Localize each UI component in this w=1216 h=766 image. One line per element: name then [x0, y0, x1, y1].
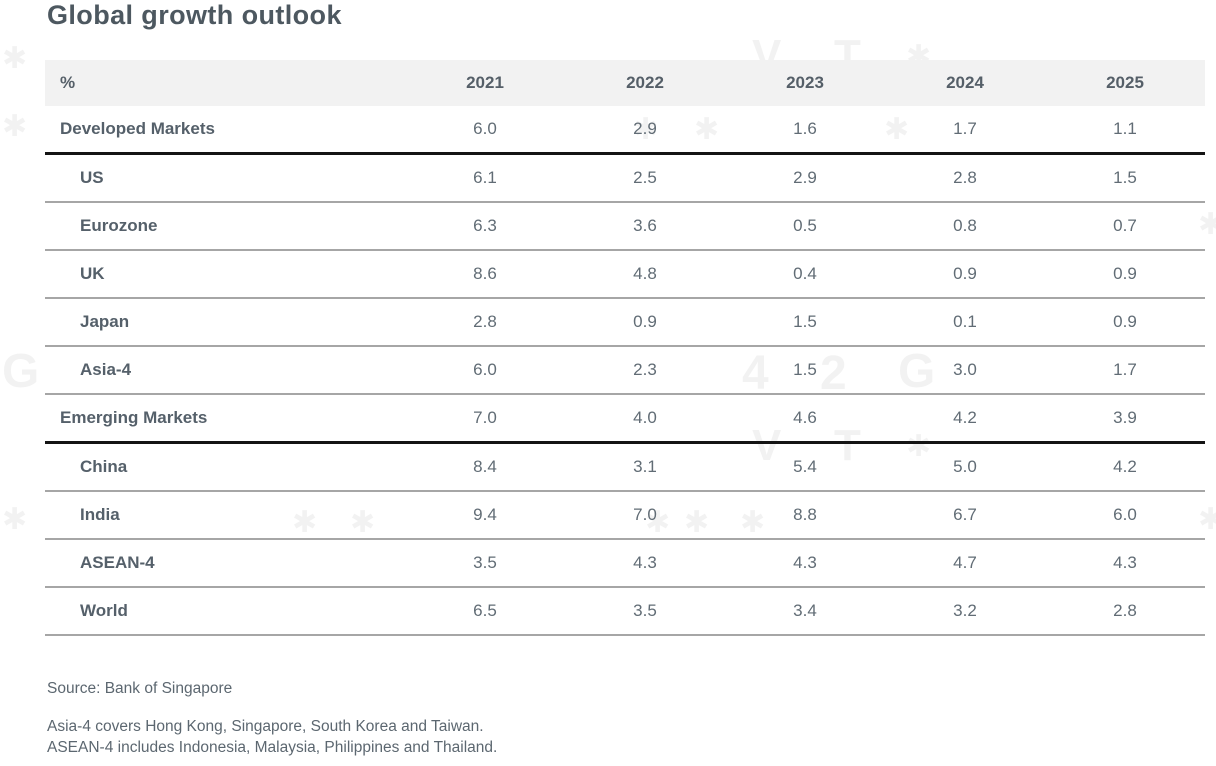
watermark-glyph: ✱: [2, 42, 28, 75]
column-header-2022: 2022: [626, 73, 664, 92]
value-cell-2025: 4.2: [1045, 442, 1205, 492]
value-cell-2024: 3.2: [885, 587, 1045, 636]
value-cell-2025: 0.9: [1045, 250, 1205, 299]
value-cell-2023: 1.5: [725, 346, 885, 395]
row-label: UK: [45, 250, 405, 299]
page-title: Global growth outlook: [47, 0, 342, 30]
value-cell-2021: 9.4: [405, 491, 565, 540]
value-cell-2023: 2.9: [725, 153, 885, 203]
value-cell-2023: 3.4: [725, 587, 885, 636]
value-cell-2024: 0.9: [885, 250, 1045, 299]
value-cell-2025: 0.9: [1045, 298, 1205, 347]
value-cell-2022: 4.0: [565, 394, 725, 444]
column-header-2021: 2021: [466, 73, 504, 92]
table-row-china: China 8.4 3.1 5.4 5.0 4.2: [45, 442, 1205, 492]
value-cell-2022: 3.5: [565, 587, 725, 636]
value-cell-2023: 1.5: [725, 298, 885, 347]
value-cell-2021: 6.3: [405, 202, 565, 251]
table-row-asia-4: Asia-4 6.0 2.3 1.5 3.0 1.7: [45, 346, 1205, 395]
row-label: Emerging Markets: [45, 394, 405, 444]
value-cell-2023: 0.4: [725, 250, 885, 299]
value-cell-2021: 8.6: [405, 250, 565, 299]
row-label: Japan: [45, 298, 405, 347]
value-cell-2021: 6.5: [405, 587, 565, 636]
watermark-glyph: G: [2, 345, 40, 398]
row-label: World: [45, 587, 405, 636]
value-cell-2021: 2.8: [405, 298, 565, 347]
watermark-glyph: ✱: [2, 503, 28, 536]
row-label: India: [45, 491, 405, 540]
row-label: China: [45, 442, 405, 492]
value-cell-2025: 1.1: [1045, 106, 1205, 155]
value-cell-2022: 3.1: [565, 442, 725, 492]
table-row-uk: UK 8.6 4.8 0.4 0.9 0.9: [45, 250, 1205, 299]
value-cell-2025: 3.9: [1045, 394, 1205, 444]
value-cell-2021: 6.1: [405, 153, 565, 203]
watermark-glyph: ✱: [2, 110, 28, 143]
value-cell-2023: 8.8: [725, 491, 885, 540]
value-cell-2023: 4.3: [725, 539, 885, 588]
column-header-2024: 2024: [946, 73, 984, 92]
value-cell-2023: 4.6: [725, 394, 885, 444]
value-cell-2023: 5.4: [725, 442, 885, 492]
value-cell-2025: 1.7: [1045, 346, 1205, 395]
column-header-unit: %: [60, 73, 76, 92]
value-cell-2021: 7.0: [405, 394, 565, 444]
value-cell-2021: 6.0: [405, 346, 565, 395]
table-row-world: World 6.5 3.5 3.4 3.2 2.8: [45, 587, 1205, 636]
table-row-india: India 9.4 7.0 8.8 6.7 6.0: [45, 491, 1205, 540]
value-cell-2022: 4.3: [565, 539, 725, 588]
table-row-asean-4: ASEAN-4 3.5 4.3 4.3 4.7 4.3: [45, 539, 1205, 588]
value-cell-2024: 0.8: [885, 202, 1045, 251]
column-header-2023: 2023: [786, 73, 824, 92]
value-cell-2024: 6.7: [885, 491, 1045, 540]
value-cell-2022: 0.9: [565, 298, 725, 347]
row-label: Developed Markets: [45, 106, 405, 155]
value-cell-2022: 2.5: [565, 153, 725, 203]
footnote-asia4: Asia-4 covers Hong Kong, Singapore, Sout…: [47, 718, 484, 735]
table-row-eurozone: Eurozone 6.3 3.6 0.5 0.8 0.7: [45, 202, 1205, 251]
column-header-2025: 2025: [1106, 73, 1144, 92]
value-cell-2024: 4.2: [885, 394, 1045, 444]
row-label: Eurozone: [45, 202, 405, 251]
table-row-developed-markets: Developed Markets 6.0 2.9 1.6 1.7 1.1: [45, 106, 1205, 155]
row-label: ASEAN-4: [45, 539, 405, 588]
value-cell-2024: 1.7: [885, 106, 1045, 155]
value-cell-2023: 0.5: [725, 202, 885, 251]
value-cell-2025: 4.3: [1045, 539, 1205, 588]
source-text: Source: Bank of Singapore: [47, 680, 233, 697]
value-cell-2025: 1.5: [1045, 153, 1205, 203]
row-label: US: [45, 153, 405, 203]
table-row-emerging-markets: Emerging Markets 7.0 4.0 4.6 4.2 3.9: [45, 394, 1205, 444]
value-cell-2022: 7.0: [565, 491, 725, 540]
value-cell-2021: 3.5: [405, 539, 565, 588]
value-cell-2021: 8.4: [405, 442, 565, 492]
value-cell-2021: 6.0: [405, 106, 565, 155]
value-cell-2025: 6.0: [1045, 491, 1205, 540]
table-body: Developed Markets 6.0 2.9 1.6 1.7 1.1 US 6.1 2.5…: [45, 106, 1205, 636]
table-row-us: US 6.1 2.5 2.9 2.8 1.5: [45, 153, 1205, 203]
value-cell-2024: 2.8: [885, 153, 1045, 203]
value-cell-2022: 2.3: [565, 346, 725, 395]
table-head: % 2021 2022 2023 2024 2025: [45, 60, 1205, 106]
table-header-row: % 2021 2022 2023 2024 2025: [45, 60, 1205, 106]
value-cell-2022: 2.9: [565, 106, 725, 155]
value-cell-2022: 3.6: [565, 202, 725, 251]
global-growth-table: % 2021 2022 2023 2024 2025 Developed Markets…: [45, 60, 1205, 636]
value-cell-2022: 4.8: [565, 250, 725, 299]
value-cell-2024: 0.1: [885, 298, 1045, 347]
table-row-japan: Japan 2.8 0.9 1.5 0.1 0.9: [45, 298, 1205, 347]
row-label: Asia-4: [45, 346, 405, 395]
value-cell-2023: 1.6: [725, 106, 885, 155]
value-cell-2024: 3.0: [885, 346, 1045, 395]
value-cell-2024: 4.7: [885, 539, 1045, 588]
value-cell-2025: 0.7: [1045, 202, 1205, 251]
value-cell-2024: 5.0: [885, 442, 1045, 492]
value-cell-2025: 2.8: [1045, 587, 1205, 636]
footnote-asean4: ASEAN-4 includes Indonesia, Malaysia, Ph…: [47, 739, 498, 756]
